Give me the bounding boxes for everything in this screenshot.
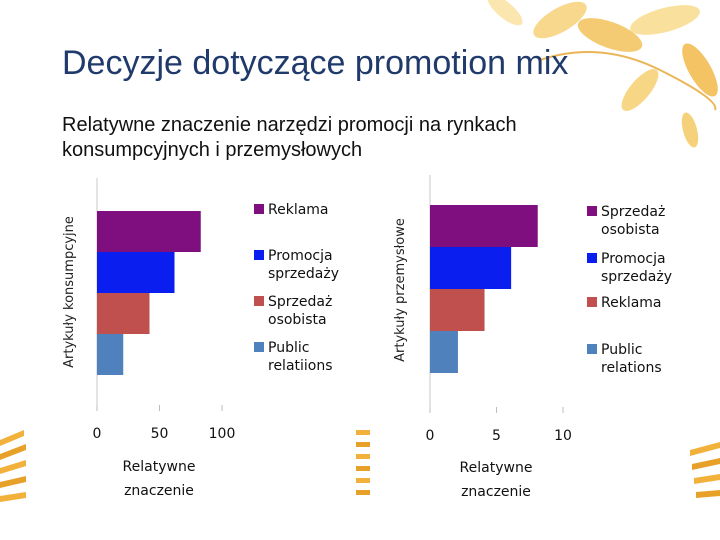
bar-2 — [430, 247, 512, 289]
bar-2 — [97, 252, 175, 293]
legend-label-4: Public relatiions — [268, 340, 333, 374]
legend-swatch-1 — [587, 206, 597, 216]
stripes-ornament-left — [0, 430, 26, 502]
legend-swatch-3 — [587, 297, 597, 307]
bar-4 — [430, 331, 458, 373]
legend-label-4: Public relations — [601, 342, 662, 376]
legend-swatch-1 — [254, 204, 264, 214]
y-axis-title: Artykuły konsumpcyjne — [62, 216, 77, 368]
x-tick-label: 0 — [93, 426, 102, 442]
slide-title: Decyzje dotyczące promotion mix — [62, 44, 569, 82]
slide-subtitle: Relatywne znaczenie narzędzi promocji na… — [62, 114, 517, 161]
legend-label-2: Promocja sprzedaży — [601, 251, 672, 285]
legend-label-1: Sprzedaż osobista — [601, 204, 665, 238]
x-axis-title-line-1: Relatywne — [123, 459, 196, 475]
bar-3 — [97, 293, 150, 334]
stripes-ornament-center — [356, 430, 370, 495]
x-axis-title-line-2: znaczenie — [461, 484, 531, 500]
legend-box — [248, 196, 348, 380]
x-axis-title-line-1: Relatywne — [460, 460, 533, 476]
legend-swatch-3 — [254, 296, 264, 306]
x-tick-label: 5 — [492, 428, 501, 444]
legend-label-2: Promocja sprzedaży — [268, 248, 339, 282]
leaf-ornament-top-right — [487, 0, 718, 148]
y-axis-title: Artykuły przemysłowe — [393, 218, 408, 362]
bar-1 — [97, 211, 201, 252]
x-tick-label: 0 — [426, 428, 435, 444]
legend-swatch-4 — [587, 344, 597, 354]
bar-1 — [430, 205, 538, 247]
legend-swatch-4 — [254, 342, 264, 352]
legend-swatch-2 — [254, 250, 264, 260]
x-tick-label: 50 — [151, 426, 169, 442]
bar-4 — [97, 334, 124, 375]
legend-swatch-2 — [587, 253, 597, 263]
legend-label-3: Reklama — [601, 295, 662, 311]
bar-3 — [430, 289, 485, 331]
x-tick-label: 100 — [209, 426, 236, 442]
stripes-ornament-right — [690, 442, 720, 498]
x-tick-label: 10 — [554, 428, 572, 444]
x-axis-title-line-2: znaczenie — [124, 483, 194, 499]
legend-label-3: Sprzedaż osobista — [268, 294, 332, 328]
legend-label-1: Reklama — [268, 202, 329, 218]
